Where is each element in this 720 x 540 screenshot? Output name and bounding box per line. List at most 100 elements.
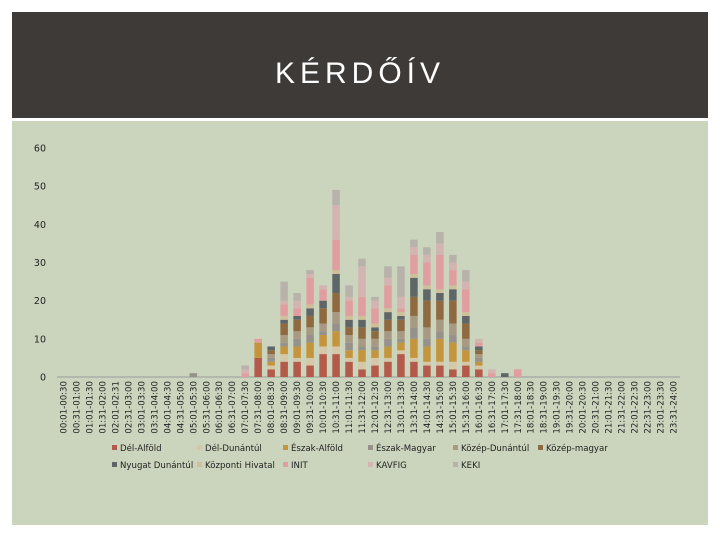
bar-segment bbox=[501, 373, 509, 377]
bar-segment bbox=[293, 319, 301, 332]
bar-segment bbox=[293, 300, 301, 309]
bar-segment bbox=[410, 296, 418, 316]
bar-segment bbox=[306, 304, 314, 309]
x-tick-label: 20:31-21:00 bbox=[592, 381, 602, 434]
legend-label: Dél-Alföld bbox=[120, 443, 162, 454]
bar-segment bbox=[345, 315, 353, 320]
bar-segment bbox=[293, 331, 301, 339]
bar-segment bbox=[397, 319, 405, 332]
slide-title: KÉRDŐÍV bbox=[274, 57, 446, 90]
x-tick-label: 01:01-01:30 bbox=[85, 381, 95, 434]
bar-segment bbox=[358, 327, 366, 339]
bar-segment bbox=[306, 357, 314, 366]
bar-segment bbox=[280, 335, 288, 343]
bar-segment bbox=[319, 346, 327, 355]
x-tick-label: 19:01-19:30 bbox=[553, 381, 563, 434]
bar-segment bbox=[449, 262, 457, 271]
bar-segment bbox=[280, 315, 288, 320]
x-tick-label: 23:01-23:30 bbox=[657, 381, 667, 434]
bar-segment bbox=[384, 285, 392, 309]
bar-segment bbox=[449, 369, 457, 377]
legend-label: Nyugat Dunántúl bbox=[120, 461, 193, 471]
bar-segment bbox=[449, 335, 457, 343]
bar-segment bbox=[358, 350, 366, 362]
x-tick-label: 20:01-20:30 bbox=[579, 381, 589, 434]
x-tick-label: 10:01-10:30 bbox=[319, 381, 329, 434]
legend-label: Észak-Magyar bbox=[376, 442, 436, 454]
bar-segment bbox=[358, 266, 366, 297]
bar-segment bbox=[293, 308, 301, 316]
bar-segment bbox=[397, 342, 405, 351]
bar-segment bbox=[280, 281, 288, 301]
bar-segment bbox=[384, 338, 392, 347]
legend-label: Észak-Alföld bbox=[291, 442, 343, 454]
bar-segment bbox=[371, 323, 379, 328]
bar-segment bbox=[293, 346, 301, 358]
bar-segment bbox=[462, 365, 470, 377]
bar-segment bbox=[423, 247, 431, 255]
legend-label: Közép-Dunántúl bbox=[461, 443, 529, 454]
legend-swatch bbox=[283, 445, 288, 450]
bar-segment bbox=[397, 354, 405, 377]
bar-segment bbox=[397, 312, 405, 316]
bar-segment bbox=[371, 331, 379, 339]
bar-segment bbox=[475, 357, 483, 362]
bar-segment bbox=[358, 296, 366, 316]
legend-swatch bbox=[112, 445, 117, 450]
x-tick-label: 11:31-12:00 bbox=[358, 381, 368, 434]
bars bbox=[189, 189, 522, 377]
legend-label: KEKI bbox=[461, 461, 480, 471]
bar-segment bbox=[306, 365, 314, 377]
bar-segment bbox=[397, 266, 405, 297]
bar-segment bbox=[358, 346, 366, 351]
x-tick-label: 08:31-09:00 bbox=[280, 381, 290, 434]
bar-segment bbox=[345, 342, 353, 351]
legend-label: Közép-magyar bbox=[546, 443, 608, 454]
bar-segment bbox=[358, 369, 366, 377]
bar-segment bbox=[436, 293, 444, 301]
x-tick-label: 00:31-01:00 bbox=[72, 381, 82, 434]
legend-swatch bbox=[368, 445, 373, 450]
legend-label: Dél-Dunántúl bbox=[205, 443, 262, 454]
bar-segment bbox=[319, 300, 327, 309]
bar-segment bbox=[345, 350, 353, 358]
bar-segment bbox=[410, 239, 418, 248]
x-tick-label: 18:31-19:00 bbox=[540, 381, 550, 434]
bar-segment bbox=[293, 293, 301, 301]
bar-segment bbox=[462, 270, 470, 282]
bar-segment bbox=[267, 361, 275, 366]
y-tick-label: 0 bbox=[40, 373, 46, 384]
bar-segment bbox=[449, 254, 457, 263]
bar-segment bbox=[462, 338, 470, 347]
x-tick-label: 08:01-08:30 bbox=[267, 381, 277, 434]
bar-segment bbox=[410, 338, 418, 358]
bar-segment bbox=[462, 350, 470, 362]
bar-segment bbox=[345, 319, 353, 328]
y-axis: 0 10 20 30 40 50 60 bbox=[34, 144, 680, 384]
x-tick-label: 09:01-09:30 bbox=[293, 381, 303, 434]
x-tick-label: 17:31-18:00 bbox=[514, 381, 524, 434]
bar-segment bbox=[319, 289, 327, 301]
bar-segment bbox=[436, 338, 444, 362]
bar-segment bbox=[345, 327, 353, 336]
bar-segment bbox=[384, 357, 392, 362]
bar-segment bbox=[475, 369, 483, 377]
legend-label: INIT bbox=[291, 461, 308, 471]
legend: Dél-Alföld Dél-Dunántúl Észak-Alföld Észak-… bbox=[112, 442, 608, 471]
bar-segment bbox=[436, 319, 444, 332]
x-tick-label: 03:01-03:30 bbox=[137, 381, 147, 434]
bar-segment bbox=[423, 361, 431, 366]
x-tick-label: 21:31-22:00 bbox=[618, 381, 628, 434]
bar-segment bbox=[475, 354, 483, 358]
bar-segment bbox=[267, 354, 275, 358]
bar-segment bbox=[384, 277, 392, 286]
x-tick-label: 14:31-15:00 bbox=[436, 381, 446, 434]
bar-segment bbox=[267, 350, 275, 355]
bar-segment bbox=[384, 331, 392, 339]
bar-segment bbox=[306, 327, 314, 336]
chart-panel: 0 10 20 30 40 50 60 00:01-00:30 00:31-01:00 01:0… bbox=[12, 121, 708, 525]
bar-segment bbox=[371, 308, 379, 324]
bar-segment bbox=[280, 300, 288, 305]
bar-segment bbox=[371, 346, 379, 351]
bar-segment bbox=[332, 189, 340, 206]
